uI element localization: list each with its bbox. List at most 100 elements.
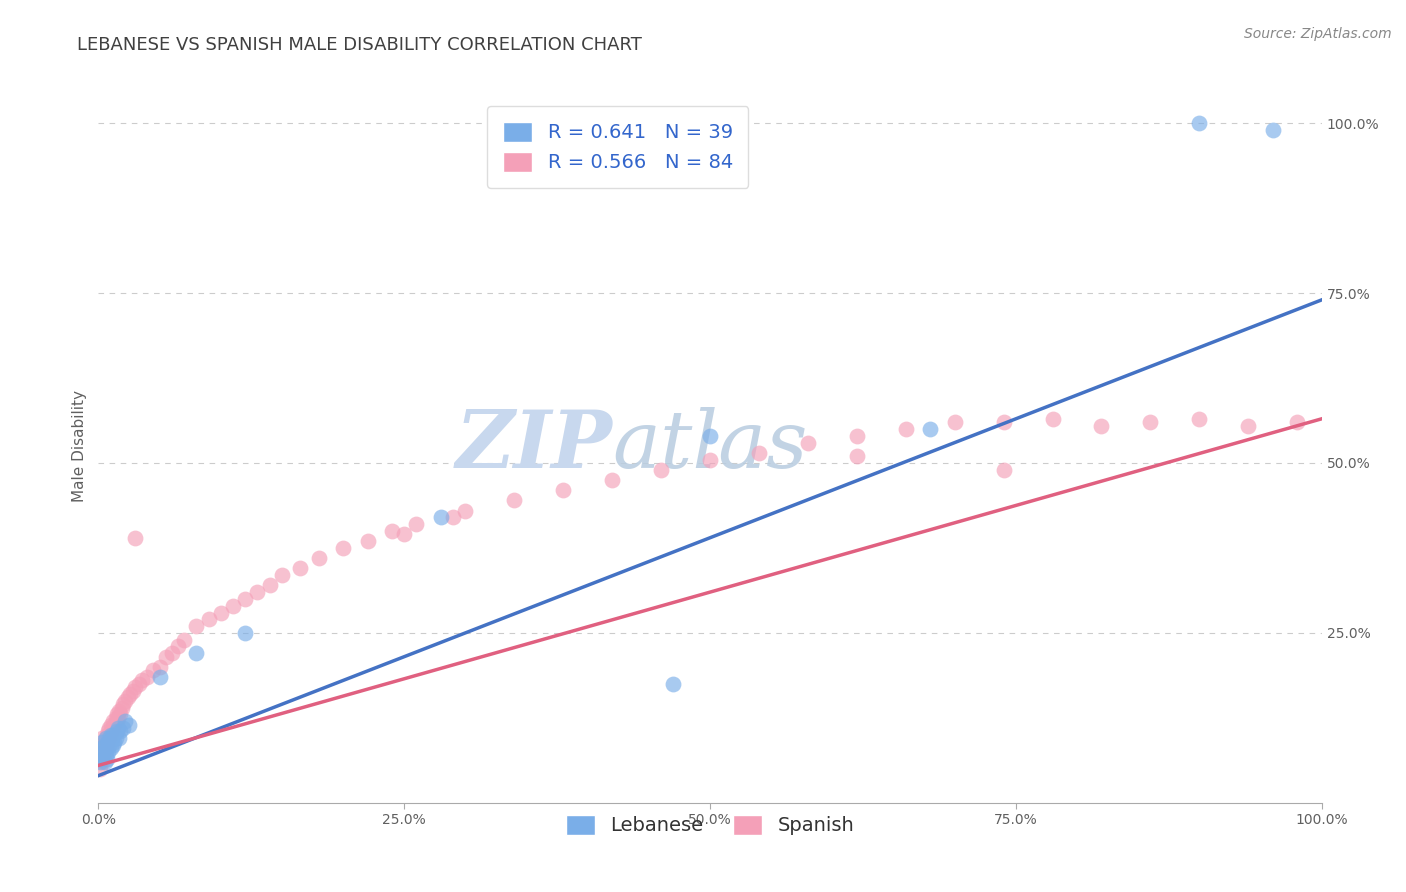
- Point: [101, 728, 124, 742]
- Point: [90, 751, 112, 765]
- Point: [699, 429, 721, 443]
- Point: [405, 517, 427, 532]
- Point: [98, 721, 121, 735]
- Point: [173, 632, 195, 647]
- Point: [209, 606, 232, 620]
- Point: [100, 717, 122, 731]
- Point: [136, 670, 159, 684]
- Point: [97, 745, 120, 759]
- Point: [94, 748, 117, 763]
- Point: [1237, 418, 1260, 433]
- Point: [110, 724, 132, 739]
- Point: [104, 731, 127, 746]
- Point: [186, 619, 208, 633]
- Point: [94, 731, 117, 746]
- Point: [91, 738, 114, 752]
- Point: [1261, 123, 1284, 137]
- Point: [90, 738, 112, 752]
- Point: [845, 449, 868, 463]
- Point: [1286, 415, 1309, 429]
- Point: [104, 711, 127, 725]
- Point: [186, 646, 208, 660]
- Point: [699, 452, 721, 467]
- Point: [90, 741, 112, 756]
- Point: [101, 724, 124, 739]
- Point: [101, 731, 124, 746]
- Point: [121, 683, 143, 698]
- Point: [894, 422, 917, 436]
- Point: [124, 680, 146, 694]
- Point: [100, 728, 122, 742]
- Point: [103, 734, 125, 748]
- Point: [392, 527, 416, 541]
- Point: [797, 435, 820, 450]
- Point: [107, 721, 129, 735]
- Point: [124, 531, 146, 545]
- Point: [91, 748, 114, 763]
- Point: [117, 690, 139, 705]
- Point: [270, 568, 294, 582]
- Point: [160, 646, 183, 660]
- Point: [93, 738, 115, 752]
- Point: [89, 745, 111, 759]
- Point: [454, 503, 477, 517]
- Point: [650, 463, 672, 477]
- Point: [233, 591, 256, 606]
- Point: [748, 446, 770, 460]
- Point: [197, 612, 219, 626]
- Point: [149, 660, 172, 674]
- Point: [98, 738, 121, 752]
- Point: [233, 626, 256, 640]
- Text: Source: ZipAtlas.com: Source: ZipAtlas.com: [1244, 27, 1392, 41]
- Point: [100, 728, 122, 742]
- Point: [441, 510, 464, 524]
- Point: [114, 714, 136, 729]
- Point: [97, 724, 120, 739]
- Point: [91, 755, 114, 769]
- Point: [94, 731, 117, 746]
- Point: [155, 649, 177, 664]
- Point: [308, 551, 330, 566]
- Point: [103, 717, 125, 731]
- Point: [381, 524, 404, 538]
- Point: [97, 734, 120, 748]
- Point: [108, 731, 131, 746]
- Point: [222, 599, 245, 613]
- Text: LEBANESE VS SPANISH MALE DISABILITY CORRELATION CHART: LEBANESE VS SPANISH MALE DISABILITY CORR…: [77, 36, 643, 54]
- Point: [100, 741, 122, 756]
- Point: [96, 751, 118, 765]
- Point: [1188, 116, 1211, 130]
- Point: [101, 714, 124, 729]
- Point: [1139, 415, 1161, 429]
- Point: [107, 711, 129, 725]
- Point: [993, 463, 1015, 477]
- Point: [845, 429, 868, 443]
- Point: [1090, 418, 1112, 433]
- Point: [430, 510, 453, 524]
- Point: [105, 714, 128, 729]
- Legend: Lebanese, Spanish: Lebanese, Spanish: [558, 807, 862, 843]
- Point: [993, 415, 1015, 429]
- Point: [96, 728, 118, 742]
- Point: [332, 541, 354, 555]
- Point: [108, 704, 131, 718]
- Point: [131, 673, 153, 688]
- Point: [503, 493, 526, 508]
- Point: [98, 731, 121, 746]
- Point: [142, 663, 165, 677]
- Point: [943, 415, 966, 429]
- Point: [93, 734, 115, 748]
- Point: [120, 687, 142, 701]
- Point: [101, 721, 124, 735]
- Point: [246, 585, 269, 599]
- Point: [259, 578, 281, 592]
- Point: [553, 483, 575, 498]
- Point: [111, 700, 134, 714]
- Text: atlas: atlas: [612, 408, 807, 484]
- Point: [111, 698, 134, 712]
- Point: [662, 677, 685, 691]
- Point: [91, 741, 114, 756]
- Y-axis label: Male Disability: Male Disability: [72, 390, 87, 502]
- Point: [128, 677, 150, 691]
- Point: [167, 640, 190, 654]
